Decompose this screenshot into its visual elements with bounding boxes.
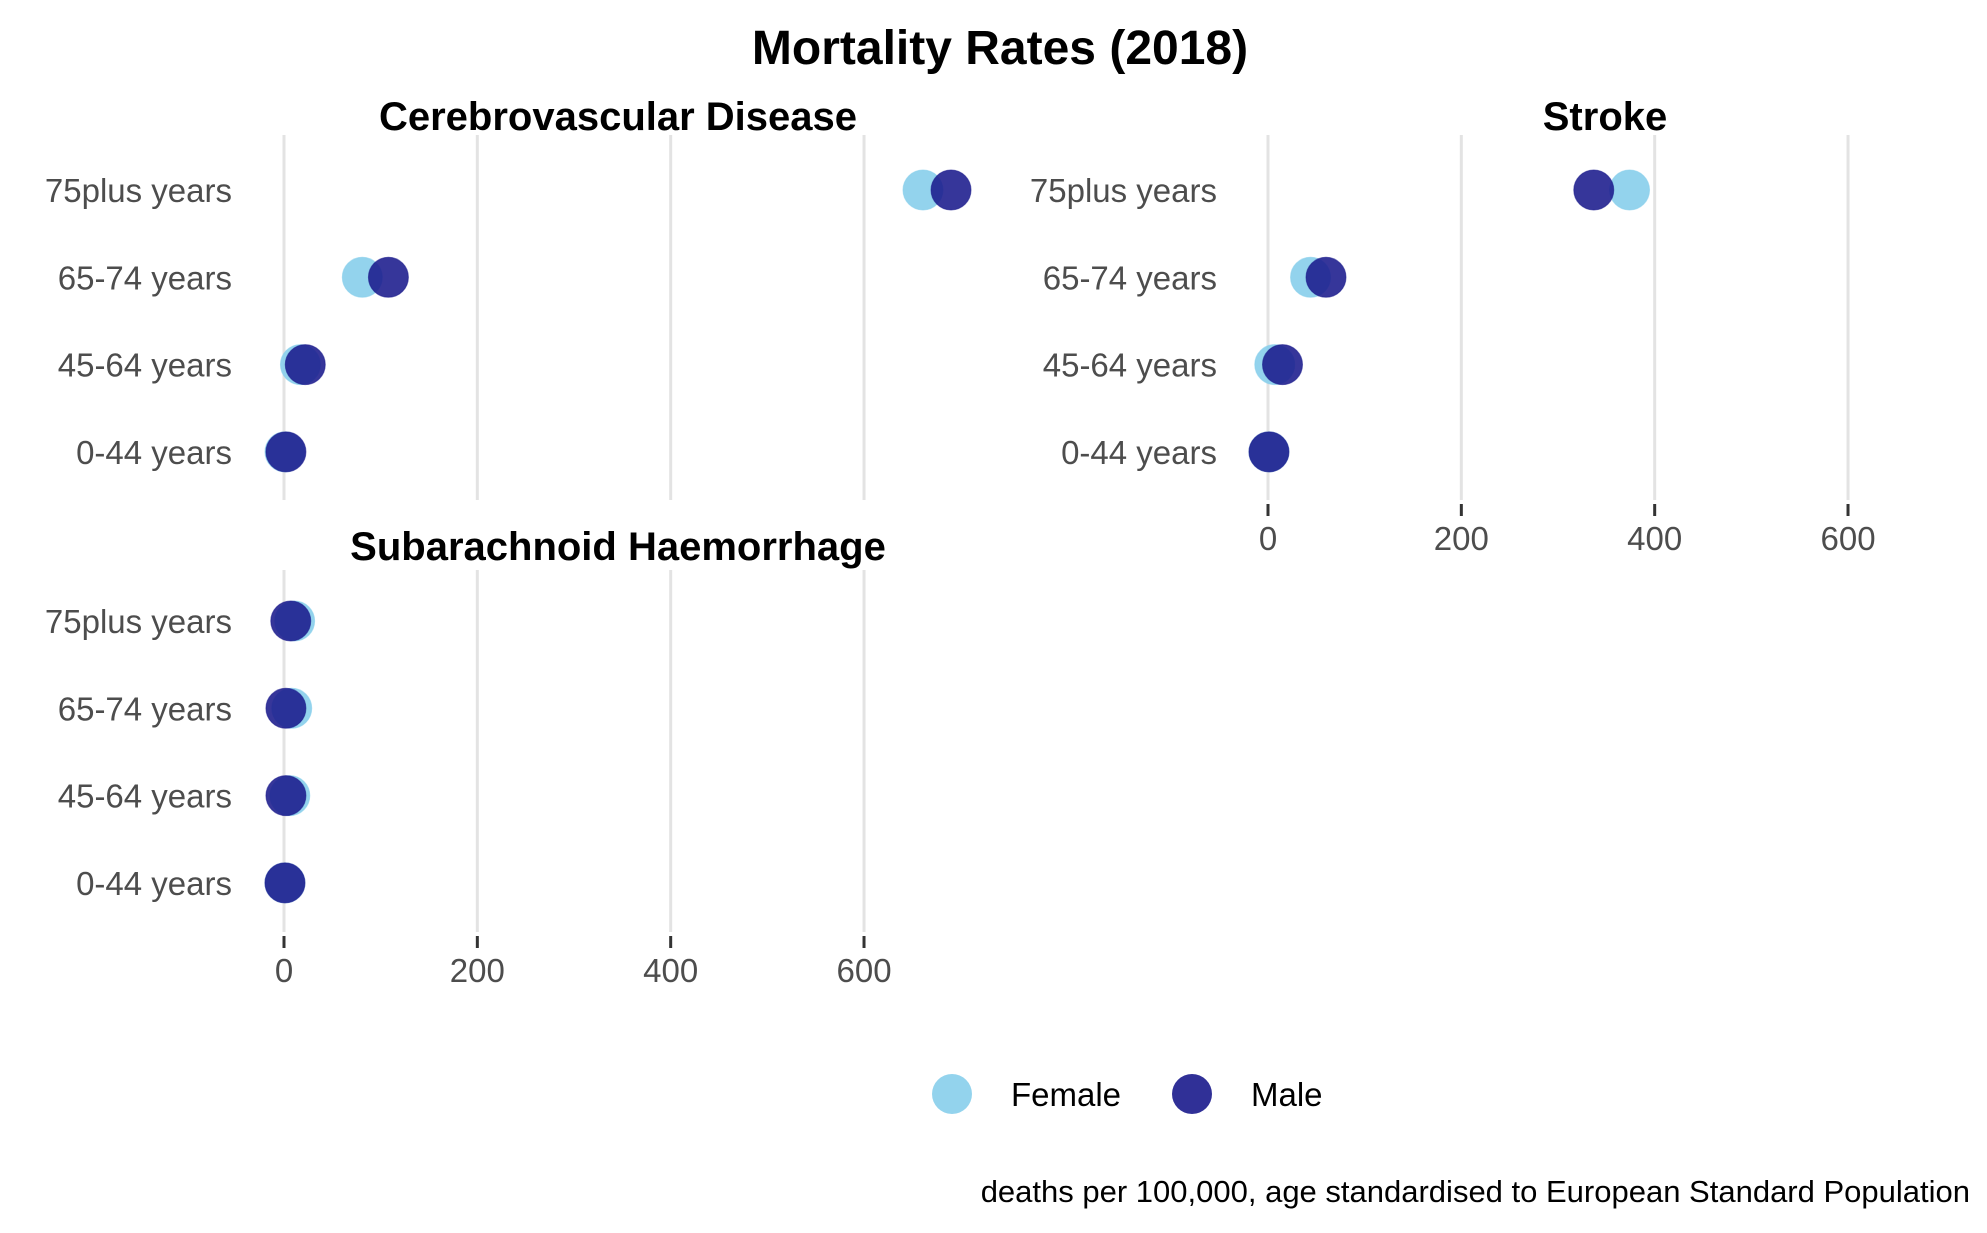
panel-stroke: Stroke 75plus years 65-74 years 45-64 years… <box>1030 95 1876 557</box>
y-tick-label-0-44-years: 0-44 years <box>76 865 232 902</box>
legend: Female Male <box>932 1074 1323 1114</box>
x-tick-label-0: 0 <box>1259 520 1277 557</box>
y-tick-label-65-74-years: 65-74 years <box>58 259 232 296</box>
point-cerebrovascular-disease-male-45-64-years <box>284 344 326 386</box>
y-tick-label-45-64-years: 45-64 years <box>58 347 232 384</box>
x-tick-label-600: 600 <box>836 952 891 989</box>
y-tick-label-65-74-years: 65-74 years <box>58 690 232 727</box>
legend-label-male: Male <box>1251 1076 1323 1113</box>
panel-title-stroke: Stroke <box>1543 95 1668 139</box>
legend-swatch-female <box>932 1074 972 1114</box>
x-tick-label-400: 400 <box>643 952 698 989</box>
legend-swatch-male <box>1172 1074 1212 1114</box>
legend-label-female: Female <box>1011 1076 1121 1113</box>
point-stroke-male-65-74-years <box>1305 256 1347 298</box>
panel-subarachnoid-haemorrhage: Subarachnoid Haemorrhage 75plus years 65-7… <box>45 525 892 989</box>
point-subarachnoid-haemorrhage-male-45-64-years <box>265 775 307 817</box>
x-tick-label-0: 0 <box>275 952 293 989</box>
x-tick-label-200: 200 <box>450 952 505 989</box>
point-cerebrovascular-disease-male-65-74-years <box>367 256 409 298</box>
y-tick-label-0-44-years: 0-44 years <box>76 434 232 471</box>
point-stroke-female-75plus-years <box>1609 169 1651 211</box>
point-subarachnoid-haemorrhage-male-75plus-years <box>270 600 312 642</box>
y-tick-label-75plus-years: 75plus years <box>45 603 232 640</box>
y-tick-label-45-64-years: 45-64 years <box>58 778 232 815</box>
x-tick-label-600: 600 <box>1820 520 1875 557</box>
point-subarachnoid-haemorrhage-male-0-44-years <box>264 862 306 904</box>
panels-layer: Cerebrovascular Disease 75plus years 65-74… <box>45 95 1876 989</box>
chart-title: Mortality Rates (2018) <box>752 22 1248 75</box>
panel-cerebrovascular-disease: Cerebrovascular Disease 75plus years 65-74… <box>45 95 972 500</box>
chart-caption: deaths per 100,000, age standardised to … <box>981 1174 1970 1209</box>
y-tick-label-45-64-years: 45-64 years <box>1043 347 1217 384</box>
panel-title-subarachnoid-haemorrhage: Subarachnoid Haemorrhage <box>350 525 886 569</box>
y-tick-label-0-44-years: 0-44 years <box>1061 434 1217 471</box>
point-cerebrovascular-disease-male-75plus-years <box>930 169 972 211</box>
panel-title-cerebrovascular-disease: Cerebrovascular Disease <box>379 95 857 139</box>
x-tick-label-400: 400 <box>1627 520 1682 557</box>
point-subarachnoid-haemorrhage-male-65-74-years <box>265 687 307 729</box>
y-tick-label-75plus-years: 75plus years <box>45 172 232 209</box>
point-stroke-male-0-44-years <box>1248 431 1290 473</box>
y-tick-label-65-74-years: 65-74 years <box>1043 259 1217 296</box>
point-stroke-male-75plus-years <box>1573 169 1615 211</box>
y-tick-label-75plus-years: 75plus years <box>1030 172 1217 209</box>
point-stroke-male-45-64-years <box>1262 344 1304 386</box>
point-cerebrovascular-disease-male-0-44-years <box>265 431 307 473</box>
x-tick-label-200: 200 <box>1434 520 1489 557</box>
